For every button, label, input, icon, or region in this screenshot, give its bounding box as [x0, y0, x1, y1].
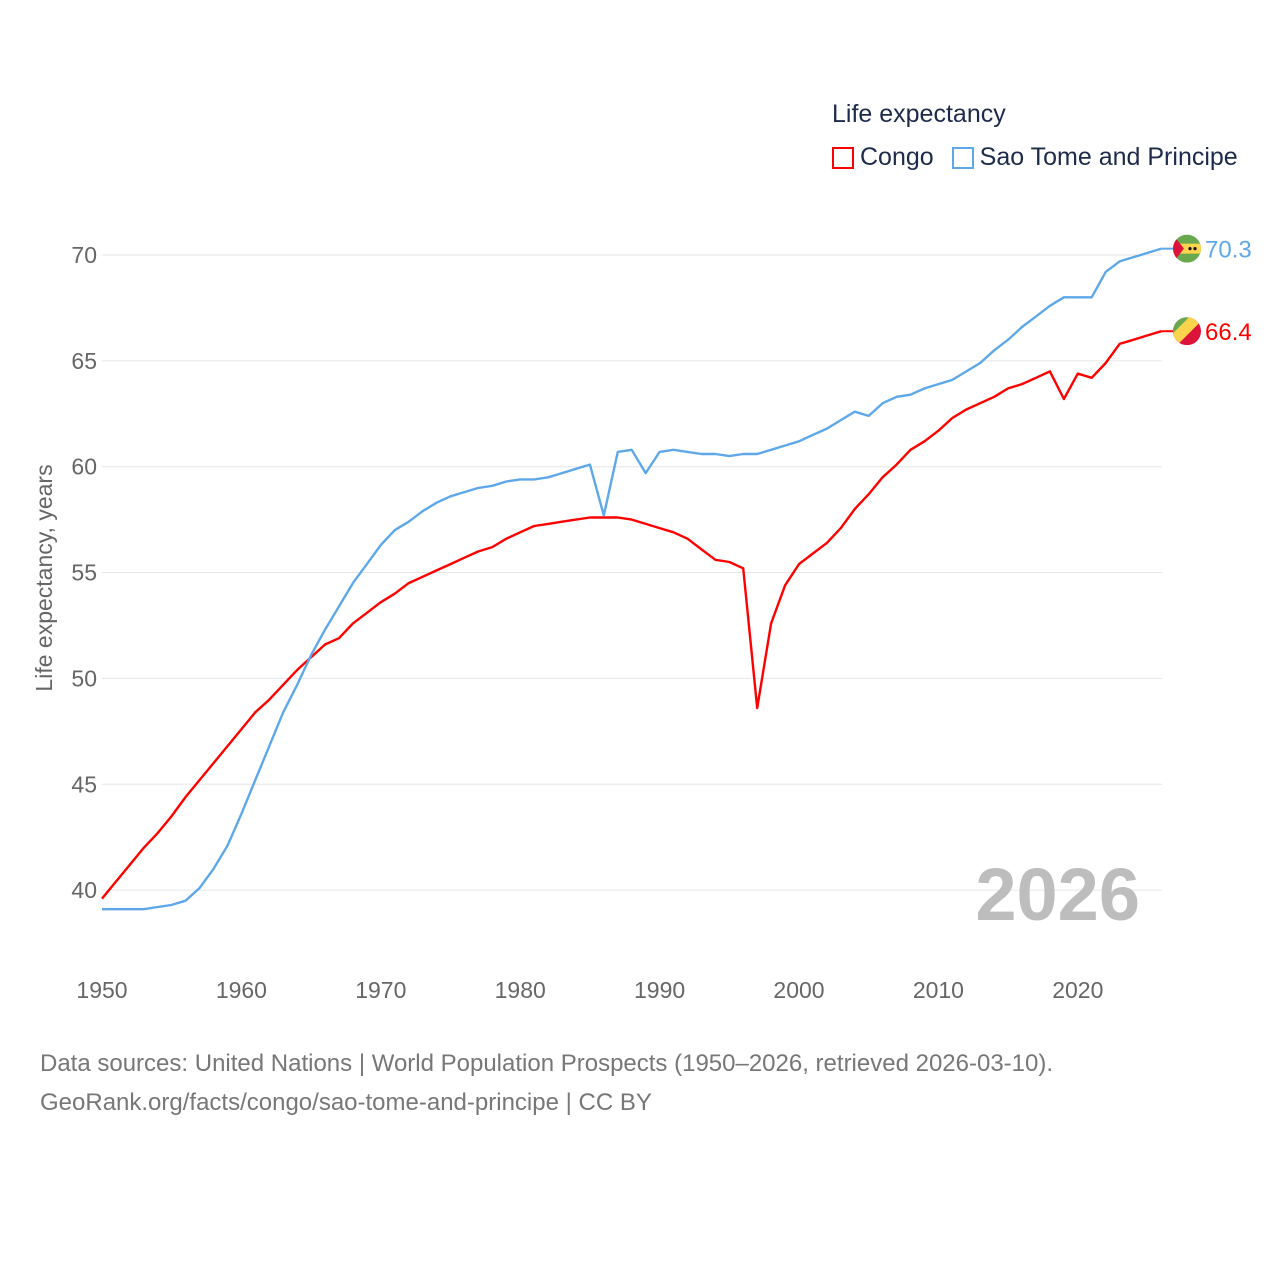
series-line-sao-tome [102, 247, 1162, 911]
x-tick-label: 2000 [773, 977, 824, 1003]
legend-label-congo: Congo [860, 143, 934, 171]
legend-item-sao-tome[interactable]: Sao Tome and Principe [951, 143, 1238, 172]
x-tick-label: 1970 [355, 977, 406, 1003]
series-line-congo [101, 330, 1162, 900]
x-tick-label: 2010 [913, 977, 964, 1003]
flag-sao-tome-icon [1173, 234, 1201, 263]
end-value-label-congo: 66.4 [1205, 319, 1252, 346]
y-tick-label: 50 [71, 665, 97, 691]
legend-item-congo[interactable]: Congo [832, 143, 934, 172]
legend-label-sao-tome: Sao Tome and Principe [979, 143, 1238, 171]
y-axis-label: Life expectancy, years [31, 464, 57, 691]
x-tick-label: 1980 [495, 977, 546, 1003]
y-tick-label: 65 [71, 348, 97, 374]
legend-title: Life expectancy [832, 100, 1006, 128]
data-source: Data sources: United Nations | World Pop… [40, 1044, 1053, 1122]
end-value-label-sao-tome: 70.3 [1205, 237, 1252, 264]
flag-congo-icon [1173, 317, 1201, 346]
legend: Congo Sao Tome and Principe [832, 143, 1238, 172]
year-watermark: 2026 [975, 853, 1140, 936]
x-tick-label: 1960 [216, 977, 267, 1003]
x-tick-label: 2020 [1052, 977, 1103, 1003]
x-tick-label: 1990 [634, 977, 685, 1003]
y-tick-label: 55 [71, 560, 97, 586]
source-line-2[interactable]: GeoRank.org/facts/congo/sao-tome-and-pri… [40, 1089, 652, 1116]
legend-swatch-sao-tome [951, 146, 974, 169]
y-tick-label: 70 [71, 242, 97, 268]
y-tick-label: 45 [71, 771, 97, 797]
y-tick-label: 60 [71, 454, 97, 480]
y-tick-label: 40 [71, 877, 97, 903]
legend-swatch-congo [832, 146, 854, 169]
source-line-1: Data sources: United Nations | World Pop… [40, 1050, 1054, 1077]
x-tick-label: 1950 [76, 977, 127, 1003]
